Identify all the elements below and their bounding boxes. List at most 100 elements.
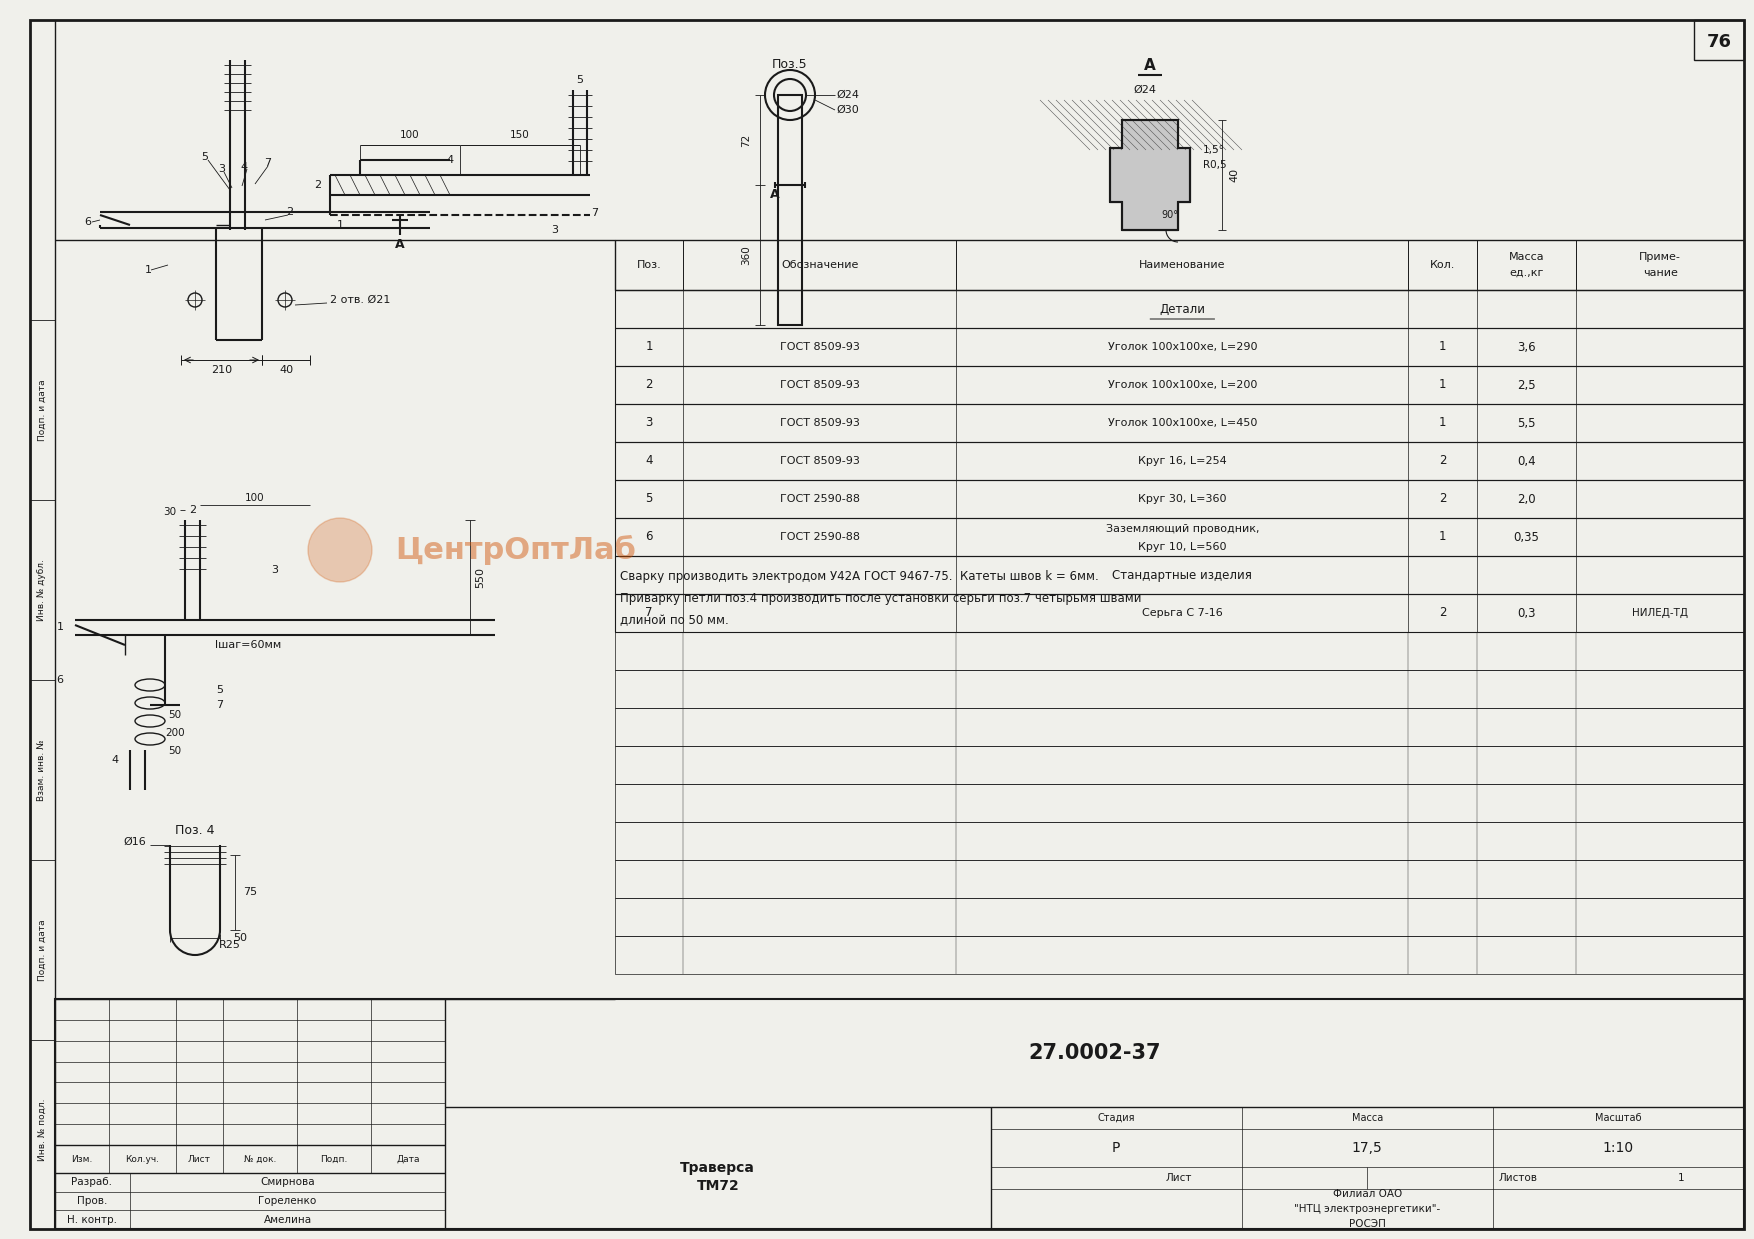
Text: R0,5: R0,5 [1203,160,1226,170]
Text: 6: 6 [645,530,652,544]
Text: 40: 40 [279,366,293,375]
Bar [616,556,1743,593]
Text: Р: Р [1112,1141,1121,1155]
Text: Круг 30, L=360: Круг 30, L=360 [1138,494,1226,504]
Text: Приварку петли поз.4 производить после установки серьги поз.7 четырьмя швами: Приварку петли поз.4 производить после у… [619,592,1142,605]
Text: 40: 40 [1230,169,1238,182]
Bar [616,404,1743,442]
Text: 76: 76 [1707,33,1731,51]
Text: Уголок 100х100хе, L=290: Уголок 100х100хе, L=290 [1107,342,1258,352]
Text: 1: 1 [1438,416,1447,430]
Text: 5,5: 5,5 [1517,416,1537,430]
Circle shape [309,518,372,582]
Text: 90°: 90° [1161,209,1179,221]
Text: Взам. инв. №: Взам. инв. № [37,740,47,800]
Text: Лист: Лист [188,1155,210,1163]
Text: 4: 4 [112,755,119,764]
Text: ГОСТ 8509-93: ГОСТ 8509-93 [781,418,859,427]
Bar [616,442,1743,479]
Text: 7: 7 [645,607,652,620]
Text: 7: 7 [265,159,272,169]
Text: A: A [1144,57,1156,73]
Text: Масштаб: Масштаб [1594,1113,1642,1123]
Text: Инв. № подл.: Инв. № подл. [37,1099,47,1161]
Text: Ø30: Ø30 [837,105,859,115]
Text: 0,4: 0,4 [1517,455,1537,467]
Text: 5: 5 [202,152,209,162]
Text: Круг 10, L=560: Круг 10, L=560 [1138,541,1226,553]
Text: 2: 2 [189,506,196,515]
Bar [616,632,1743,670]
Text: Ø24: Ø24 [837,90,859,100]
Text: Н. контр.: Н. контр. [67,1214,118,1224]
Text: 1:10: 1:10 [1603,1141,1635,1155]
Text: 2: 2 [1438,455,1447,467]
Text: Инв. № дубл.: Инв. № дубл. [37,559,47,621]
Text: 6: 6 [84,217,91,227]
Text: Серьга С 7-16: Серьга С 7-16 [1142,608,1223,618]
Text: чание: чание [1643,268,1677,278]
Text: 6: 6 [56,675,63,685]
Bar [616,328,1743,366]
Text: Сварку производить электродом У42А ГОСТ 9467-75.  Катеты швов k = 6мм.: Сварку производить электродом У42А ГОСТ … [619,570,1098,584]
Text: Обозначение: Обозначение [781,260,858,270]
Text: 5: 5 [577,76,584,85]
Text: 210: 210 [212,366,233,375]
Text: Ø16: Ø16 [123,838,146,847]
Text: A: A [770,188,781,202]
Text: Филиал ОАО: Филиал ОАО [1333,1189,1401,1199]
Text: НИЛЕД-ТД: НИЛЕД-ТД [1633,608,1687,618]
Bar [616,240,1743,290]
Text: Кол.уч.: Кол.уч. [126,1155,160,1163]
Text: Масса: Масса [1352,1113,1382,1123]
Text: 5: 5 [645,492,652,506]
Text: 50: 50 [168,710,182,720]
Text: ТМ72: ТМ72 [696,1180,738,1193]
Bar [616,784,1743,821]
Text: Поз.5: Поз.5 [772,58,809,72]
Text: Лист: Лист [1166,1173,1193,1183]
Text: РОСЭП: РОСЭП [1349,1219,1386,1229]
Text: Уголок 100х100хе, L=450: Уголок 100х100хе, L=450 [1109,418,1258,427]
Text: Пров.: Пров. [77,1196,107,1206]
Text: 3,6: 3,6 [1517,341,1537,353]
Text: 5: 5 [216,685,223,695]
Text: Детали: Детали [1159,302,1205,316]
Text: ГОСТ 2590-88: ГОСТ 2590-88 [781,532,859,541]
Text: 150: 150 [510,130,530,140]
Text: 1: 1 [144,265,151,275]
Text: "НТЦ электроэнергетики"-: "НТЦ электроэнергетики"- [1294,1204,1440,1214]
Text: Подп. и дата: Подп. и дата [37,919,47,981]
Bar [616,593,1743,632]
Text: Стандартные изделия: Стандартные изделия [1112,569,1252,581]
Bar [616,670,1743,707]
Text: Траверса: Траверса [681,1161,756,1175]
Text: ГОСТ 8509-93: ГОСТ 8509-93 [781,456,859,466]
Text: Стадия: Стадия [1098,1113,1135,1123]
Text: 3: 3 [645,416,652,430]
Text: 0,35: 0,35 [1514,530,1540,544]
Text: № док.: № док. [244,1155,277,1163]
Text: Поз. 4: Поз. 4 [175,824,214,836]
Text: Кол.: Кол. [1430,260,1456,270]
Bar [54,999,1743,1229]
Text: 2: 2 [286,207,293,217]
Text: 1: 1 [1438,341,1447,353]
Text: Разраб.: Разраб. [72,1177,112,1187]
Text: Круг 16, L=254: Круг 16, L=254 [1138,456,1226,466]
Bar [616,746,1743,784]
Text: 1: 1 [1438,378,1447,392]
Text: ЦентрОптЛаб: ЦентрОптЛаб [395,535,637,565]
Text: 1: 1 [56,622,63,632]
Bar [779,95,802,325]
Text: Заземляющий проводник,: Заземляющий проводник, [1105,524,1259,534]
Text: 3: 3 [219,164,226,173]
Text: 2: 2 [1438,492,1447,506]
Text: Амелина: Амелина [263,1214,312,1224]
Text: Листов: Листов [1498,1173,1538,1183]
Bar [616,479,1743,518]
Text: 27.0002-37: 27.0002-37 [1028,1043,1161,1063]
Text: ед.,кг: ед.,кг [1508,268,1544,278]
Text: 2: 2 [1438,607,1447,620]
Text: 3: 3 [551,225,558,235]
